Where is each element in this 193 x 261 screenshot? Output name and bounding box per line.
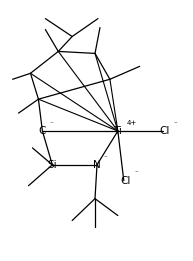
- Text: Cl: Cl: [121, 176, 131, 186]
- Text: C: C: [39, 126, 46, 136]
- Text: ⁻: ⁻: [135, 171, 139, 177]
- Text: ⁻: ⁻: [174, 121, 177, 127]
- Text: Cl: Cl: [159, 126, 170, 136]
- Text: N: N: [93, 160, 101, 170]
- Text: ⁻: ⁻: [49, 121, 53, 127]
- Text: Si: Si: [47, 160, 57, 170]
- Text: ⁻: ⁻: [103, 155, 107, 161]
- Text: Ti: Ti: [113, 126, 122, 136]
- Text: 4+: 4+: [127, 120, 137, 126]
